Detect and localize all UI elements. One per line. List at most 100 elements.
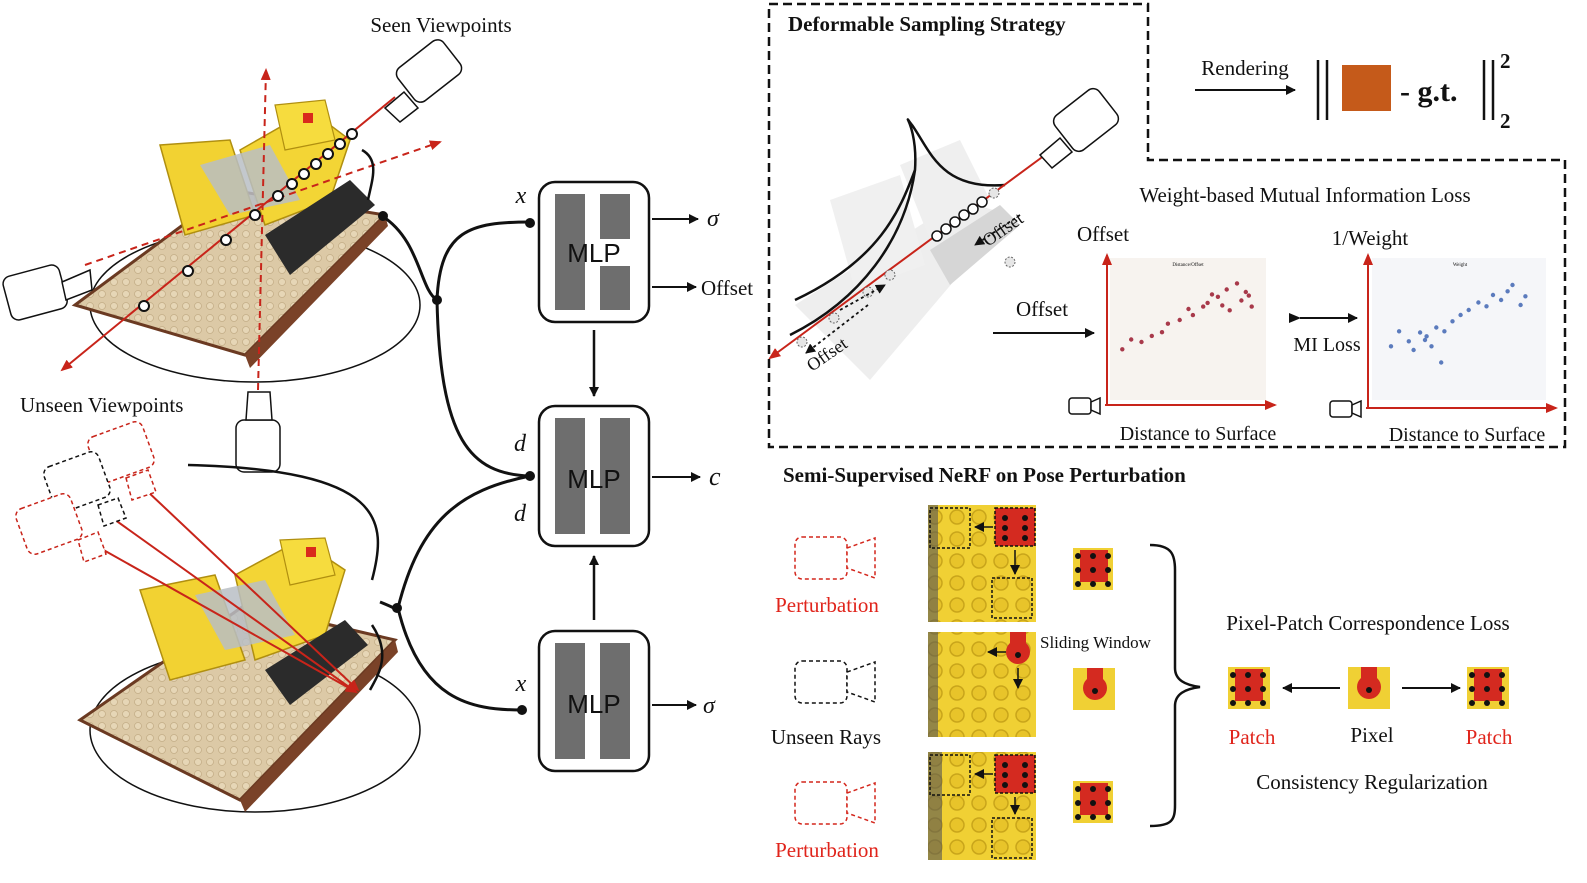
camera-perturbation-bottom [795, 782, 875, 824]
input-x-top: x [515, 183, 527, 209]
lego-crop-top [928, 505, 1036, 622]
norm-sup: 2 [1500, 49, 1511, 73]
unseen-rays-label: Unseen Rays [771, 725, 881, 749]
scatter-point [1389, 344, 1393, 348]
scatter-point [1225, 287, 1229, 291]
rendered-patch [1342, 65, 1391, 111]
mi-title: Weight-based Mutual Information Loss [1139, 183, 1470, 207]
output-c: c [709, 462, 721, 491]
scatter-point [1505, 289, 1509, 293]
scatter-point [1523, 294, 1527, 298]
scatter-point [1397, 329, 1401, 333]
wire-to-mlp3 [398, 608, 522, 710]
output-sigma-top: σ [707, 206, 720, 232]
semi-title: Semi-Supervised NeRF on Pose Perturbatio… [783, 463, 1186, 487]
scatter-point [1160, 330, 1164, 334]
perturbation-label-top: Perturbation [775, 593, 879, 617]
scatter-plot-offset: Offset Distance/Offset Distance to Surfa… [1069, 222, 1276, 445]
scatter-point [1166, 322, 1170, 326]
deformable-title: Deformable Sampling Strategy [788, 12, 1066, 36]
patch-left-label: Patch [1229, 725, 1276, 749]
pixel-small-middle [1073, 668, 1115, 710]
group-brace [1150, 545, 1200, 826]
mlp-block-middle: MLP [539, 406, 649, 546]
scatter-point [1434, 325, 1438, 329]
scatter-point [1191, 313, 1195, 317]
wire-seen [382, 216, 437, 300]
scatter-point [1411, 348, 1415, 352]
scatter-point [1518, 303, 1522, 307]
scatter-point [1484, 304, 1488, 308]
output-sigma-bottom: σ [703, 693, 716, 719]
plot1-xlabel: Distance to Surface [1120, 423, 1277, 445]
scatter-point [1220, 303, 1224, 307]
camera-left [1, 263, 92, 321]
gt-label: - g.t. [1400, 75, 1457, 108]
plot2-ylabel: 1/Weight [1332, 226, 1409, 250]
bulldozer-light-2 [306, 547, 316, 557]
mlp-block-top: MLP [539, 182, 649, 322]
patch-right [1467, 667, 1509, 709]
patch-small-top [1073, 548, 1113, 590]
patch-left [1228, 667, 1270, 709]
consistency-label: Consistency Regularization [1256, 770, 1488, 794]
semi-supervised-panel: Semi-Supervised NeRF on Pose Perturbatio… [771, 463, 1513, 862]
scatter-point [1476, 300, 1480, 304]
pixel-center [1348, 667, 1390, 709]
scatter-point [1467, 308, 1471, 312]
scatter-point [1450, 319, 1454, 323]
input-d-bottom: d [514, 501, 527, 527]
plot2-bg [1372, 258, 1546, 400]
plot1-bg [1110, 258, 1266, 400]
mlp-network: MLP MLP MLP x d d x σ Offset c [378, 182, 753, 771]
mlp-label-middle: MLP [567, 464, 620, 494]
scatter-point [1439, 360, 1443, 364]
deformable-camera [1040, 85, 1122, 168]
scatter-point [1120, 347, 1124, 351]
scatter-point [1216, 295, 1220, 299]
scatter-point [1129, 337, 1133, 341]
ray-offset-label-1: Offset [803, 333, 851, 375]
scatter-point [1210, 292, 1214, 296]
mi-offset-arrow-label: Offset [1016, 297, 1068, 321]
scatter-point [1228, 308, 1232, 312]
mi-loss-label: MI Loss [1293, 334, 1360, 356]
mlp-label-top: MLP [567, 238, 620, 268]
scatter-point [1139, 340, 1143, 344]
perturbation-label-bottom: Perturbation [775, 838, 879, 862]
pixel-label: Pixel [1350, 723, 1393, 747]
unseen-scene: Unseen Viewpoints [14, 393, 420, 812]
wire-to-mlp2-bottom [398, 476, 530, 608]
sliding-window-label: Sliding Window [1040, 633, 1152, 652]
rendering-label: Rendering [1201, 56, 1289, 80]
scatter-point [1239, 298, 1243, 302]
scatter-point [1510, 283, 1514, 287]
pixel-patch-loss-label: Pixel-Patch Correspondence Loss [1226, 611, 1509, 635]
scatter-point [1250, 304, 1254, 308]
scatter-point [1429, 344, 1433, 348]
patch-small-bottom [1073, 781, 1113, 823]
scatter-point [1499, 298, 1503, 302]
plot2-inner-title: Weight [1453, 263, 1468, 268]
output-offset: Offset [701, 276, 753, 300]
unseen-viewpoints-label: Unseen Viewpoints [20, 393, 183, 417]
scatter-point [1423, 338, 1427, 342]
scatter-plot-weight: 1/Weight Weight Distance to Surface [1330, 226, 1556, 446]
scatter-point [1491, 293, 1495, 297]
scatter-point [1458, 313, 1462, 317]
scatter-point [1418, 330, 1422, 334]
scatter-point [1247, 293, 1251, 297]
bulldozer-light [303, 113, 313, 123]
lego-crop-middle [928, 632, 1036, 737]
input-x-bottom: x [515, 671, 527, 697]
scatter-point [1244, 290, 1248, 294]
plot2-xlabel: Distance to Surface [1389, 424, 1546, 446]
deformable-panel: Deformable Sampling Strategy Offset Offs… [769, 4, 1565, 447]
scatter-point [1178, 318, 1182, 322]
norm-sub: 2 [1500, 109, 1511, 133]
scatter-point [1442, 329, 1446, 333]
scatter-point [1407, 339, 1411, 343]
ray-brace [362, 150, 373, 200]
lego-crop-bottom [928, 752, 1036, 860]
scatter-point [1186, 307, 1190, 311]
